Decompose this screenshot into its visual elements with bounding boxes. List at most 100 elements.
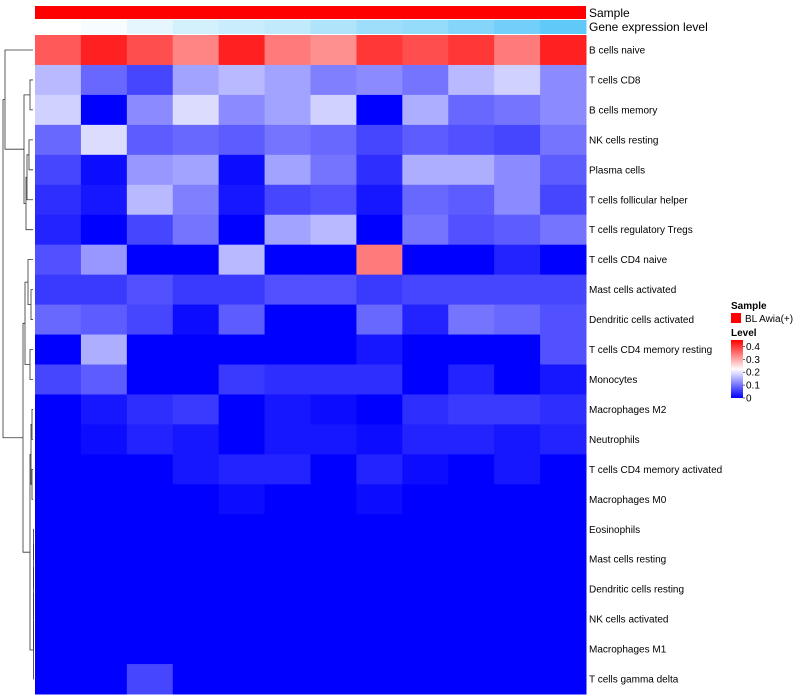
heatmap-cell [172,454,220,485]
heatmap-cell [310,514,357,545]
row-label: Macrophages M2 [589,405,667,416]
heatmap-cell [35,544,82,575]
heatmap-cell [356,604,403,635]
heatmap-cell [126,544,174,575]
row-label: T cells CD4 memory activated [589,465,722,476]
heatmap-cell [264,574,311,605]
heatmap-cell [402,274,449,306]
heatmap-cell [356,364,403,395]
row-label: T cells regulatory Tregs [589,225,693,236]
heatmap-cell [80,244,128,276]
heatmap-cell [448,634,495,665]
heatmap-cell [80,154,128,186]
row-label: T cells follicular helper [589,195,688,206]
heatmap-cell [126,634,174,665]
heatmap-cell [126,394,174,425]
heatmap-cell [80,604,128,635]
heatmap-cell [172,274,220,306]
heatmap-cell [494,664,541,695]
heatmap-cell [540,574,587,605]
heatmap-cell [310,154,357,186]
heatmap-cell [172,94,220,126]
heatmap-cell [126,334,174,365]
legend-level-ticks: 0.4 0.3 0.2 0.1 0 [743,342,760,405]
heatmap-cell [126,244,174,276]
heatmap-cell [126,664,174,695]
heatmap-cell [310,394,357,425]
gene-expression-cell [35,20,82,34]
heatmap-cell [540,544,587,575]
gene-expression-cell [126,20,174,34]
heatmap-cell [356,154,403,186]
row-label: T cells CD4 naive [589,255,668,266]
heatmap-cell [356,35,403,66]
heatmap-cell [356,454,403,485]
heatmap-cell [494,184,541,216]
row-label: Dendritic cells resting [589,585,684,596]
heatmap-cell [356,514,403,545]
heatmap-cell [126,514,174,545]
heatmap-cell [35,124,82,156]
heatmap-cell [402,514,449,545]
heatmap-cell [35,424,82,455]
heatmap-cell [35,35,82,66]
heatmap-cell [494,124,541,156]
heatmap-cell [218,364,266,395]
heatmap-cell [218,304,266,336]
row-label: NK cells activated [589,615,668,626]
heatmap-cell [264,484,311,515]
gene-expression-cell [494,20,541,34]
heatmap-cell [402,364,449,395]
heatmap-cell [448,124,495,156]
heatmap-cell [310,94,357,126]
heatmap-cell [172,304,220,336]
row-label: B cells memory [589,105,657,116]
heatmap-cell [218,334,266,365]
gene-expression-cell [264,20,311,34]
heatmap-cell [402,35,449,66]
dendrogram-branch [29,349,33,380]
heatmap-cell [540,35,587,66]
heatmap-cell [264,394,311,425]
heatmap-cell [126,94,174,126]
heatmap-cell [126,604,174,635]
heatmap-cell [310,304,357,336]
heatmap-cell [80,424,128,455]
row-label: Monocytes [589,375,637,386]
heatmap-cell [172,364,220,395]
gene-expression-cell [356,20,403,34]
heatmap-cell [80,124,128,156]
gene-expression-cell [540,20,587,34]
dendrogram-branch [4,49,33,150]
heatmap-cell [494,35,541,66]
heatmap-cell [540,244,587,276]
heatmap-cell [356,94,403,126]
heatmap-cell [172,35,220,66]
heatmap-cell [356,394,403,425]
dendrogram-branch [31,409,33,440]
heatmap-cell [35,184,82,216]
dendrogram-branch [22,322,30,553]
heatmap-cell [310,454,357,485]
heatmap-cell [310,544,357,575]
heatmap-cell [218,274,266,306]
heatmap-cell [35,574,82,605]
heatmap-cell [35,484,82,515]
heatmap-cell [402,124,449,156]
heatmap-cell [310,64,357,96]
heatmap-cell [494,304,541,336]
gene-expression-annotation-bar [35,20,587,34]
heatmap-cell [35,394,82,425]
heatmap-cell [172,484,220,515]
heatmap-cell [356,424,403,455]
heatmap-cell [218,394,266,425]
heatmap-cell [310,424,357,455]
heatmap-cell [356,574,403,605]
heatmap-cell [218,154,266,186]
heatmap-cell [172,214,220,246]
heatmap-cell [218,184,266,216]
heatmap-cell [126,454,174,485]
heatmap-cell [35,334,82,365]
heatmap-cell [264,364,311,395]
heatmap-cell [494,394,541,425]
